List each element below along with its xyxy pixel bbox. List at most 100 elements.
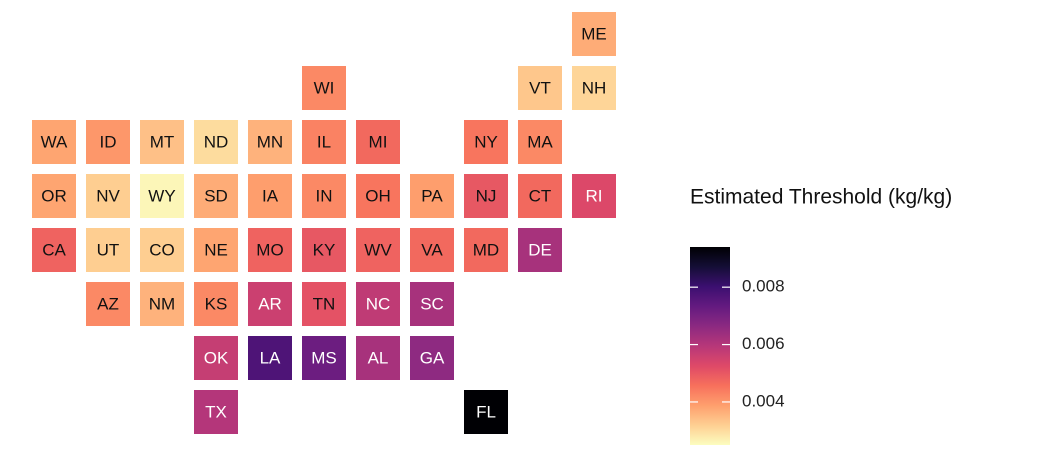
state-tile <box>356 174 400 218</box>
state-label: AL <box>368 348 389 367</box>
state-tile <box>86 228 130 272</box>
state-label: MO <box>256 240 283 259</box>
state-tile <box>518 66 562 110</box>
state-tile <box>194 228 238 272</box>
colorbar <box>690 247 730 445</box>
state-tile <box>356 228 400 272</box>
state-tile <box>410 282 454 326</box>
state-tile <box>356 336 400 380</box>
state-tile <box>302 336 346 380</box>
state-tile <box>248 282 292 326</box>
state-label: CA <box>42 240 66 259</box>
state-label: MS <box>311 348 337 367</box>
state-tile <box>140 120 184 164</box>
state-label: ND <box>204 132 229 151</box>
state-tile <box>356 282 400 326</box>
legend-title: Estimated Threshold (kg/kg) <box>690 186 952 209</box>
state-tile <box>194 174 238 218</box>
state-tile <box>572 66 616 110</box>
state-tile <box>140 282 184 326</box>
state-tile <box>302 228 346 272</box>
state-tile <box>410 228 454 272</box>
state-tile <box>32 228 76 272</box>
state-label: LA <box>260 348 281 367</box>
state-label: KY <box>313 240 336 259</box>
state-label: ID <box>100 132 117 151</box>
state-label: WY <box>148 186 175 205</box>
state-label: GA <box>420 348 445 367</box>
colorbar-tick-label: 0.004 <box>742 391 785 410</box>
state-tile <box>518 120 562 164</box>
state-label: MT <box>150 132 175 151</box>
state-tile <box>302 174 346 218</box>
state-tile <box>248 228 292 272</box>
state-label: ME <box>581 24 607 43</box>
state-tile <box>464 228 508 272</box>
state-label: VA <box>421 240 443 259</box>
state-label: SD <box>204 186 228 205</box>
state-tile <box>518 174 562 218</box>
colorbar-tick-label: 0.006 <box>742 334 785 353</box>
state-label: WA <box>41 132 68 151</box>
colorbar-tick-label: 0.008 <box>742 277 785 296</box>
state-label: MA <box>527 132 553 151</box>
state-label: OR <box>41 186 67 205</box>
state-tile <box>32 120 76 164</box>
state-tile <box>194 390 238 434</box>
state-tile <box>194 336 238 380</box>
state-label: AR <box>258 294 282 313</box>
state-tile <box>140 174 184 218</box>
state-tile <box>356 120 400 164</box>
state-label: AZ <box>97 294 119 313</box>
state-tile <box>86 120 130 164</box>
state-label: PA <box>421 186 443 205</box>
state-label: IL <box>317 132 331 151</box>
state-label: MI <box>369 132 388 151</box>
state-tile <box>194 120 238 164</box>
state-tile <box>572 12 616 56</box>
state-label: DE <box>528 240 552 259</box>
state-tile <box>302 66 346 110</box>
state-label: UT <box>97 240 120 259</box>
state-tile <box>518 228 562 272</box>
state-tile <box>86 174 130 218</box>
state-label: VT <box>529 78 551 97</box>
state-label: NV <box>96 186 120 205</box>
state-label: WV <box>364 240 392 259</box>
state-label: NM <box>149 294 175 313</box>
state-label: TN <box>313 294 336 313</box>
state-tile <box>410 336 454 380</box>
state-label: KS <box>205 294 228 313</box>
state-label: OK <box>204 348 229 367</box>
state-label: SC <box>420 294 444 313</box>
state-label: WI <box>314 78 335 97</box>
state-label: NJ <box>476 186 497 205</box>
state-label: IA <box>262 186 279 205</box>
state-tile <box>248 174 292 218</box>
state-label: CO <box>149 240 175 259</box>
state-tile <box>86 282 130 326</box>
state-tile <box>248 120 292 164</box>
state-tile <box>248 336 292 380</box>
state-tile <box>464 174 508 218</box>
state-label: MN <box>257 132 283 151</box>
state-label: NY <box>474 132 498 151</box>
state-tile <box>302 120 346 164</box>
state-label: FL <box>476 402 496 421</box>
state-label: TX <box>205 402 227 421</box>
state-tile <box>302 282 346 326</box>
state-label: NH <box>582 78 607 97</box>
state-tile <box>194 282 238 326</box>
state-tile <box>572 174 616 218</box>
state-tile <box>410 174 454 218</box>
state-tile <box>464 120 508 164</box>
state-tile <box>464 390 508 434</box>
state-label: IN <box>316 186 333 205</box>
state-label: NC <box>366 294 391 313</box>
state-tile <box>140 228 184 272</box>
state-label: RI <box>586 186 603 205</box>
state-label: CT <box>529 186 552 205</box>
state-tile <box>32 174 76 218</box>
state-label: OH <box>365 186 391 205</box>
